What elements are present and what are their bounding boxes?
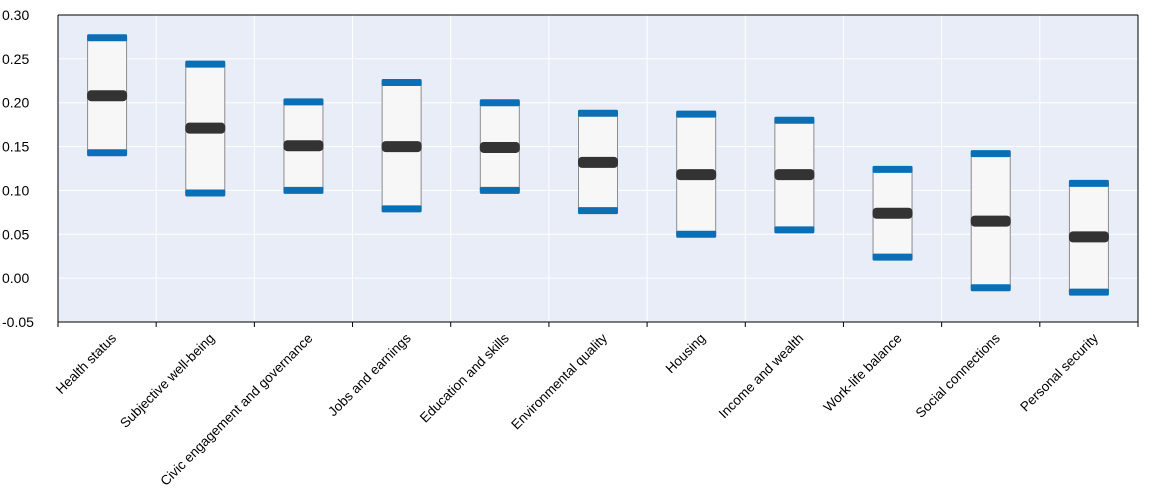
high-marker (381, 79, 422, 87)
box-1 (185, 60, 226, 197)
high-marker (87, 34, 128, 42)
high-marker (970, 150, 1011, 158)
high-marker (1068, 179, 1109, 187)
median-marker (87, 90, 128, 102)
box-2 (283, 98, 324, 194)
median-marker (872, 207, 913, 219)
category-label: Work-life balance (820, 331, 904, 415)
box-8 (872, 165, 913, 261)
category-label: Environmental quality (508, 330, 610, 432)
median-marker (774, 169, 815, 181)
low-marker (283, 186, 324, 194)
low-marker (185, 189, 226, 197)
low-marker (87, 149, 128, 157)
low-marker (479, 186, 520, 194)
median-marker (676, 169, 717, 181)
median-marker (1068, 231, 1109, 243)
y-tick-label: 0.10 (2, 182, 29, 198)
y-tick-label: -0.05 (2, 314, 34, 330)
low-marker (872, 253, 913, 261)
low-marker (1068, 288, 1109, 296)
box-0 (87, 34, 128, 157)
gridlines (58, 14, 1138, 322)
low-marker (774, 226, 815, 234)
low-marker (676, 230, 717, 238)
y-tick-label: 0.25 (2, 51, 29, 67)
high-marker (774, 116, 815, 124)
y-tick-label: 0.20 (2, 95, 29, 111)
high-marker (578, 109, 618, 117)
median-marker (970, 215, 1011, 227)
median-marker (283, 140, 324, 152)
category-label: Income and wealth (716, 331, 807, 422)
median-marker (381, 141, 422, 153)
boxes (87, 34, 1109, 296)
high-marker (479, 99, 520, 107)
box-9 (970, 150, 1011, 292)
y-tick-label: 0.05 (2, 226, 29, 242)
low-marker (578, 207, 618, 215)
category-label: Subjective well-being (117, 331, 217, 431)
category-label: Social connections (913, 330, 1003, 420)
low-marker (970, 284, 1011, 292)
category-label: Housing (663, 331, 709, 377)
y-tick-labels: 0.30 0.25 0.20 0.15 0.10 0.05 0.00 -0.05 (2, 7, 34, 330)
category-label: Personal security (1017, 330, 1101, 414)
axes (57, 14, 1139, 327)
high-marker (676, 110, 717, 118)
median-marker (578, 156, 618, 168)
category-label: Civic engagement and governance (157, 331, 315, 489)
category-label: Education and skills (417, 330, 512, 425)
box-10 (1068, 179, 1109, 296)
category-label: Jobs and earnings (325, 330, 414, 419)
category-label: Health status (53, 330, 119, 396)
high-marker (283, 98, 324, 106)
high-marker (872, 165, 913, 173)
box-4 (479, 99, 520, 194)
y-tick-label: 0.15 (2, 139, 29, 155)
box-5 (578, 109, 618, 215)
high-marker (185, 60, 226, 68)
box-6 (676, 110, 717, 238)
y-tick-label: 0.00 (2, 270, 29, 286)
y-tick-label: 0.30 (2, 7, 29, 23)
low-marker (381, 205, 422, 213)
median-marker (479, 141, 520, 153)
box-3 (381, 79, 422, 213)
median-marker (185, 122, 226, 134)
box-7 (774, 116, 815, 234)
